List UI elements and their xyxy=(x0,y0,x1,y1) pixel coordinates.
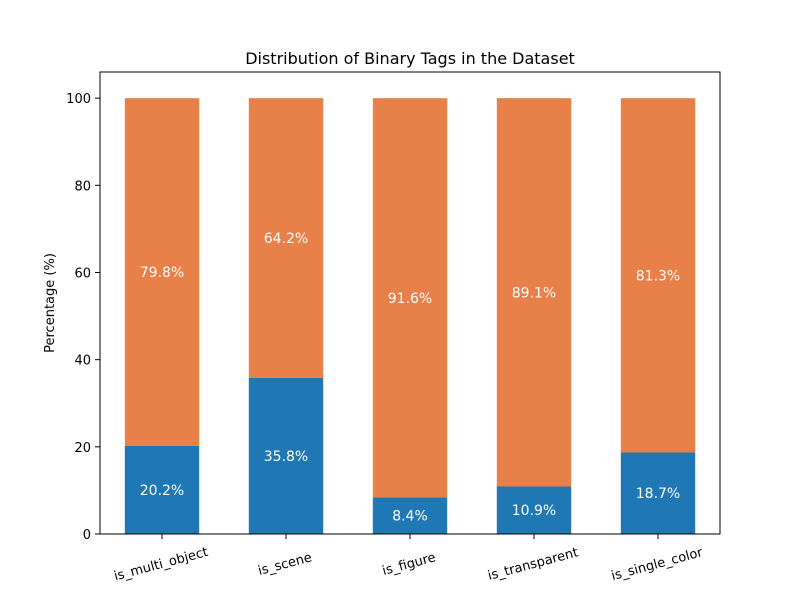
data-label: 64.2% xyxy=(264,231,308,247)
bar-segment-bottom-is_transparent xyxy=(496,486,572,534)
bar-segment-bottom-is_multi_object xyxy=(124,445,200,534)
bar-segment-bottom-is_scene xyxy=(248,377,324,534)
bar-segment-top-is_transparent xyxy=(496,98,572,487)
y-tick-label: 0 xyxy=(83,528,91,543)
data-label: 18.7% xyxy=(636,486,680,502)
data-label: 89.1% xyxy=(512,285,556,301)
data-label: 8.4% xyxy=(392,509,428,525)
data-label: 35.8% xyxy=(264,449,308,465)
chart-title: Distribution of Binary Tags in the Datas… xyxy=(245,49,575,68)
y-axis-label: Percentage (%) xyxy=(43,253,58,353)
bar-segment-bottom-is_figure xyxy=(372,497,448,534)
y-tick-label: 100 xyxy=(66,92,91,107)
x-tick-label: is_scene xyxy=(257,550,314,579)
data-labels-layer: 20.2% 79.8% 35.8% 64.2% 8.4% 91.6% 10.9% 89.1% 1… xyxy=(140,231,680,525)
x-tick-label: is_figure xyxy=(381,550,438,579)
y-tick-label: 80 xyxy=(74,179,91,194)
x-tick-label: is_single_color xyxy=(610,545,705,584)
bar-segment-top-is_single_color xyxy=(620,98,696,453)
data-label: 91.6% xyxy=(388,291,432,307)
y-tick-label: 60 xyxy=(74,266,91,281)
data-label: 81.3% xyxy=(636,268,680,284)
y-tick-label: 20 xyxy=(74,441,91,456)
bar-segment-top-is_scene xyxy=(248,98,324,378)
bar-segment-top-is_figure xyxy=(372,98,448,498)
x-tick-label: is_transparent xyxy=(486,545,580,584)
bars-layer xyxy=(124,98,696,534)
bar-segment-top-is_multi_object xyxy=(124,98,200,446)
data-label: 79.8% xyxy=(140,265,184,281)
x-tick-label: is_multi_object xyxy=(112,545,209,585)
data-label: 10.9% xyxy=(512,503,556,519)
data-label: 20.2% xyxy=(140,483,184,499)
bar-segment-bottom-is_single_color xyxy=(620,452,696,534)
y-tick-label: 40 xyxy=(74,354,91,369)
